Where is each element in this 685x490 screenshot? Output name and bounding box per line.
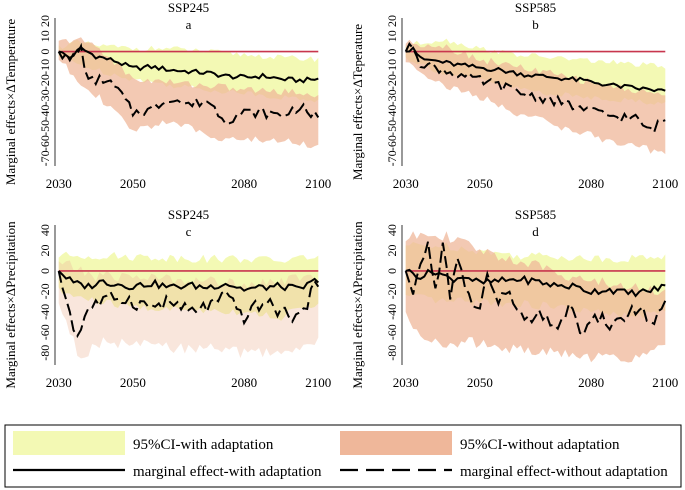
x-tick-label: 2080	[231, 375, 257, 390]
y-tick-label: 0	[38, 49, 52, 55]
x-tick-label: 2080	[578, 375, 604, 390]
y-tick-label: 10	[385, 30, 399, 42]
line-without-adaptation	[404, 241, 667, 336]
y-tick-label: 0	[38, 268, 52, 274]
ci-band-without-adaptation	[405, 39, 666, 155]
y-axis-label: Marginal effects×ΔPrecipitation	[350, 221, 365, 389]
panel-letter: d	[532, 224, 539, 239]
y-tick-label: 20	[385, 15, 399, 27]
y-tick-label: -50	[38, 120, 52, 136]
panel-letter: b	[532, 17, 539, 32]
y-tick-label: 20	[385, 245, 399, 257]
x-tick-label: 2030	[46, 176, 72, 191]
y-tick-label: 0	[385, 268, 399, 274]
y-tick-label: -60	[385, 324, 399, 340]
y-axis-label: Marginal effects×ΔTeperature	[350, 24, 365, 180]
y-tick-label: -30	[385, 89, 399, 105]
y-tick-label: 10	[38, 30, 52, 42]
legend: 95%CI-with adaptation 95%CI-without adap…	[4, 424, 682, 488]
x-tick-label: 2100	[305, 375, 331, 390]
x-tick-labels: 2030 2050 2080 2100	[46, 176, 332, 191]
x-tick-label: 2050	[467, 375, 493, 390]
x-tick-label: 2050	[120, 176, 146, 191]
y-tick-label: -60	[38, 135, 52, 151]
y-tick-label: 0	[385, 49, 399, 55]
legend-frame	[4, 424, 682, 488]
legend-swatch-ci-with	[13, 431, 125, 455]
line-without-adaptation	[57, 42, 320, 125]
x-tick-labels: 2030 2050 2080 2100	[393, 375, 679, 390]
y-tick-label: 40	[38, 224, 52, 236]
panel-title: SSP245	[168, 207, 209, 222]
panel-title: SSP585	[515, 0, 556, 15]
x-tick-label: 2100	[305, 176, 331, 191]
y-tick-label: -40	[38, 105, 52, 121]
x-tick-label: 2080	[231, 176, 257, 191]
panel-title: SSP585	[515, 207, 556, 222]
y-tick-labels: 20 10 0 -10-20-30-40-50-60-70	[38, 15, 52, 166]
y-tick-label: -10	[38, 59, 52, 75]
y-tick-label: -20	[38, 74, 52, 90]
y-tick-label: -70	[385, 150, 399, 166]
x-tick-labels: 2030 2050 2080 2100	[393, 176, 679, 191]
panel-d: 40 20 0 -20 -40 -60 -80 2030 2050 2080 2100 SSP58…	[350, 207, 678, 390]
confidence-bands	[405, 38, 666, 155]
y-tick-label: -10	[385, 59, 399, 75]
y-tick-label: -40	[385, 105, 399, 121]
y-tick-label: -20	[38, 283, 52, 299]
ci-band-without-adaptation	[405, 231, 666, 363]
y-tick-label: -30	[38, 89, 52, 105]
line-with-adaptation	[405, 268, 666, 298]
y-tick-labels: 40 20 0 -20 -40 -60 -80	[38, 224, 52, 361]
y-tick-label: 40	[385, 224, 399, 236]
line-with-adaptation	[405, 46, 666, 93]
panel-letter: c	[186, 224, 192, 239]
x-tick-label: 2050	[467, 176, 493, 191]
ci-band-with-adaptation	[58, 39, 319, 103]
legend-label-line-with: marginal effect-with adaptation	[133, 464, 322, 480]
y-tick-label: -80	[385, 345, 399, 361]
legend-label-ci-with: 95%CI-with adaptation	[133, 437, 274, 453]
legend-label-line-without: marginal effect-without adaptation	[460, 464, 668, 480]
x-tick-label: 2050	[120, 375, 146, 390]
line-without-adaptation	[404, 42, 666, 135]
y-tick-label: -20	[385, 283, 399, 299]
y-tick-labels: 20 10 0 -10-20-30-40-50-60-70	[385, 15, 399, 166]
y-tick-label: -40	[385, 304, 399, 320]
panel-title: SSP245	[168, 0, 209, 15]
line-with-adaptation	[58, 270, 319, 292]
y-axis-label: Marginal effects×ΔTemperature	[3, 19, 18, 185]
y-tick-label: -20	[385, 74, 399, 90]
x-tick-label: 2030	[46, 375, 72, 390]
confidence-bands	[58, 251, 319, 359]
y-tick-label: -60	[385, 135, 399, 151]
y-tick-label: -70	[38, 150, 52, 166]
x-tick-label: 2100	[652, 176, 678, 191]
y-tick-label: -60	[38, 324, 52, 340]
x-tick-label: 2080	[578, 176, 604, 191]
legend-label-ci-without: 95%CI-without adaptation	[460, 437, 620, 453]
y-tick-label: -80	[38, 345, 52, 361]
x-tick-label: 2100	[652, 375, 678, 390]
panel-c: 40 20 0 -20 -40 -60 -80 2030 2050 2080 2100 SSP24…	[3, 207, 331, 390]
confidence-bands	[58, 37, 319, 149]
legend-swatch-ci-without	[340, 431, 452, 455]
y-tick-label: -40	[38, 304, 52, 320]
y-tick-labels: 40 20 0 -20 -40 -60 -80	[385, 224, 399, 361]
x-tick-label: 2030	[393, 375, 419, 390]
line-with-adaptation	[58, 46, 319, 84]
y-tick-label: 20	[38, 15, 52, 27]
y-tick-label: -50	[385, 120, 399, 136]
x-tick-labels: 2030 2050 2080 2100	[46, 375, 332, 390]
x-tick-label: 2030	[393, 176, 419, 191]
y-tick-label: 20	[38, 245, 52, 257]
y-axis-label: Marginal effects×ΔPrecipitation	[3, 221, 18, 389]
ci-band-without-adaptation	[58, 37, 319, 149]
panel-letter: a	[186, 17, 192, 32]
line-without-adaptation	[57, 270, 320, 339]
